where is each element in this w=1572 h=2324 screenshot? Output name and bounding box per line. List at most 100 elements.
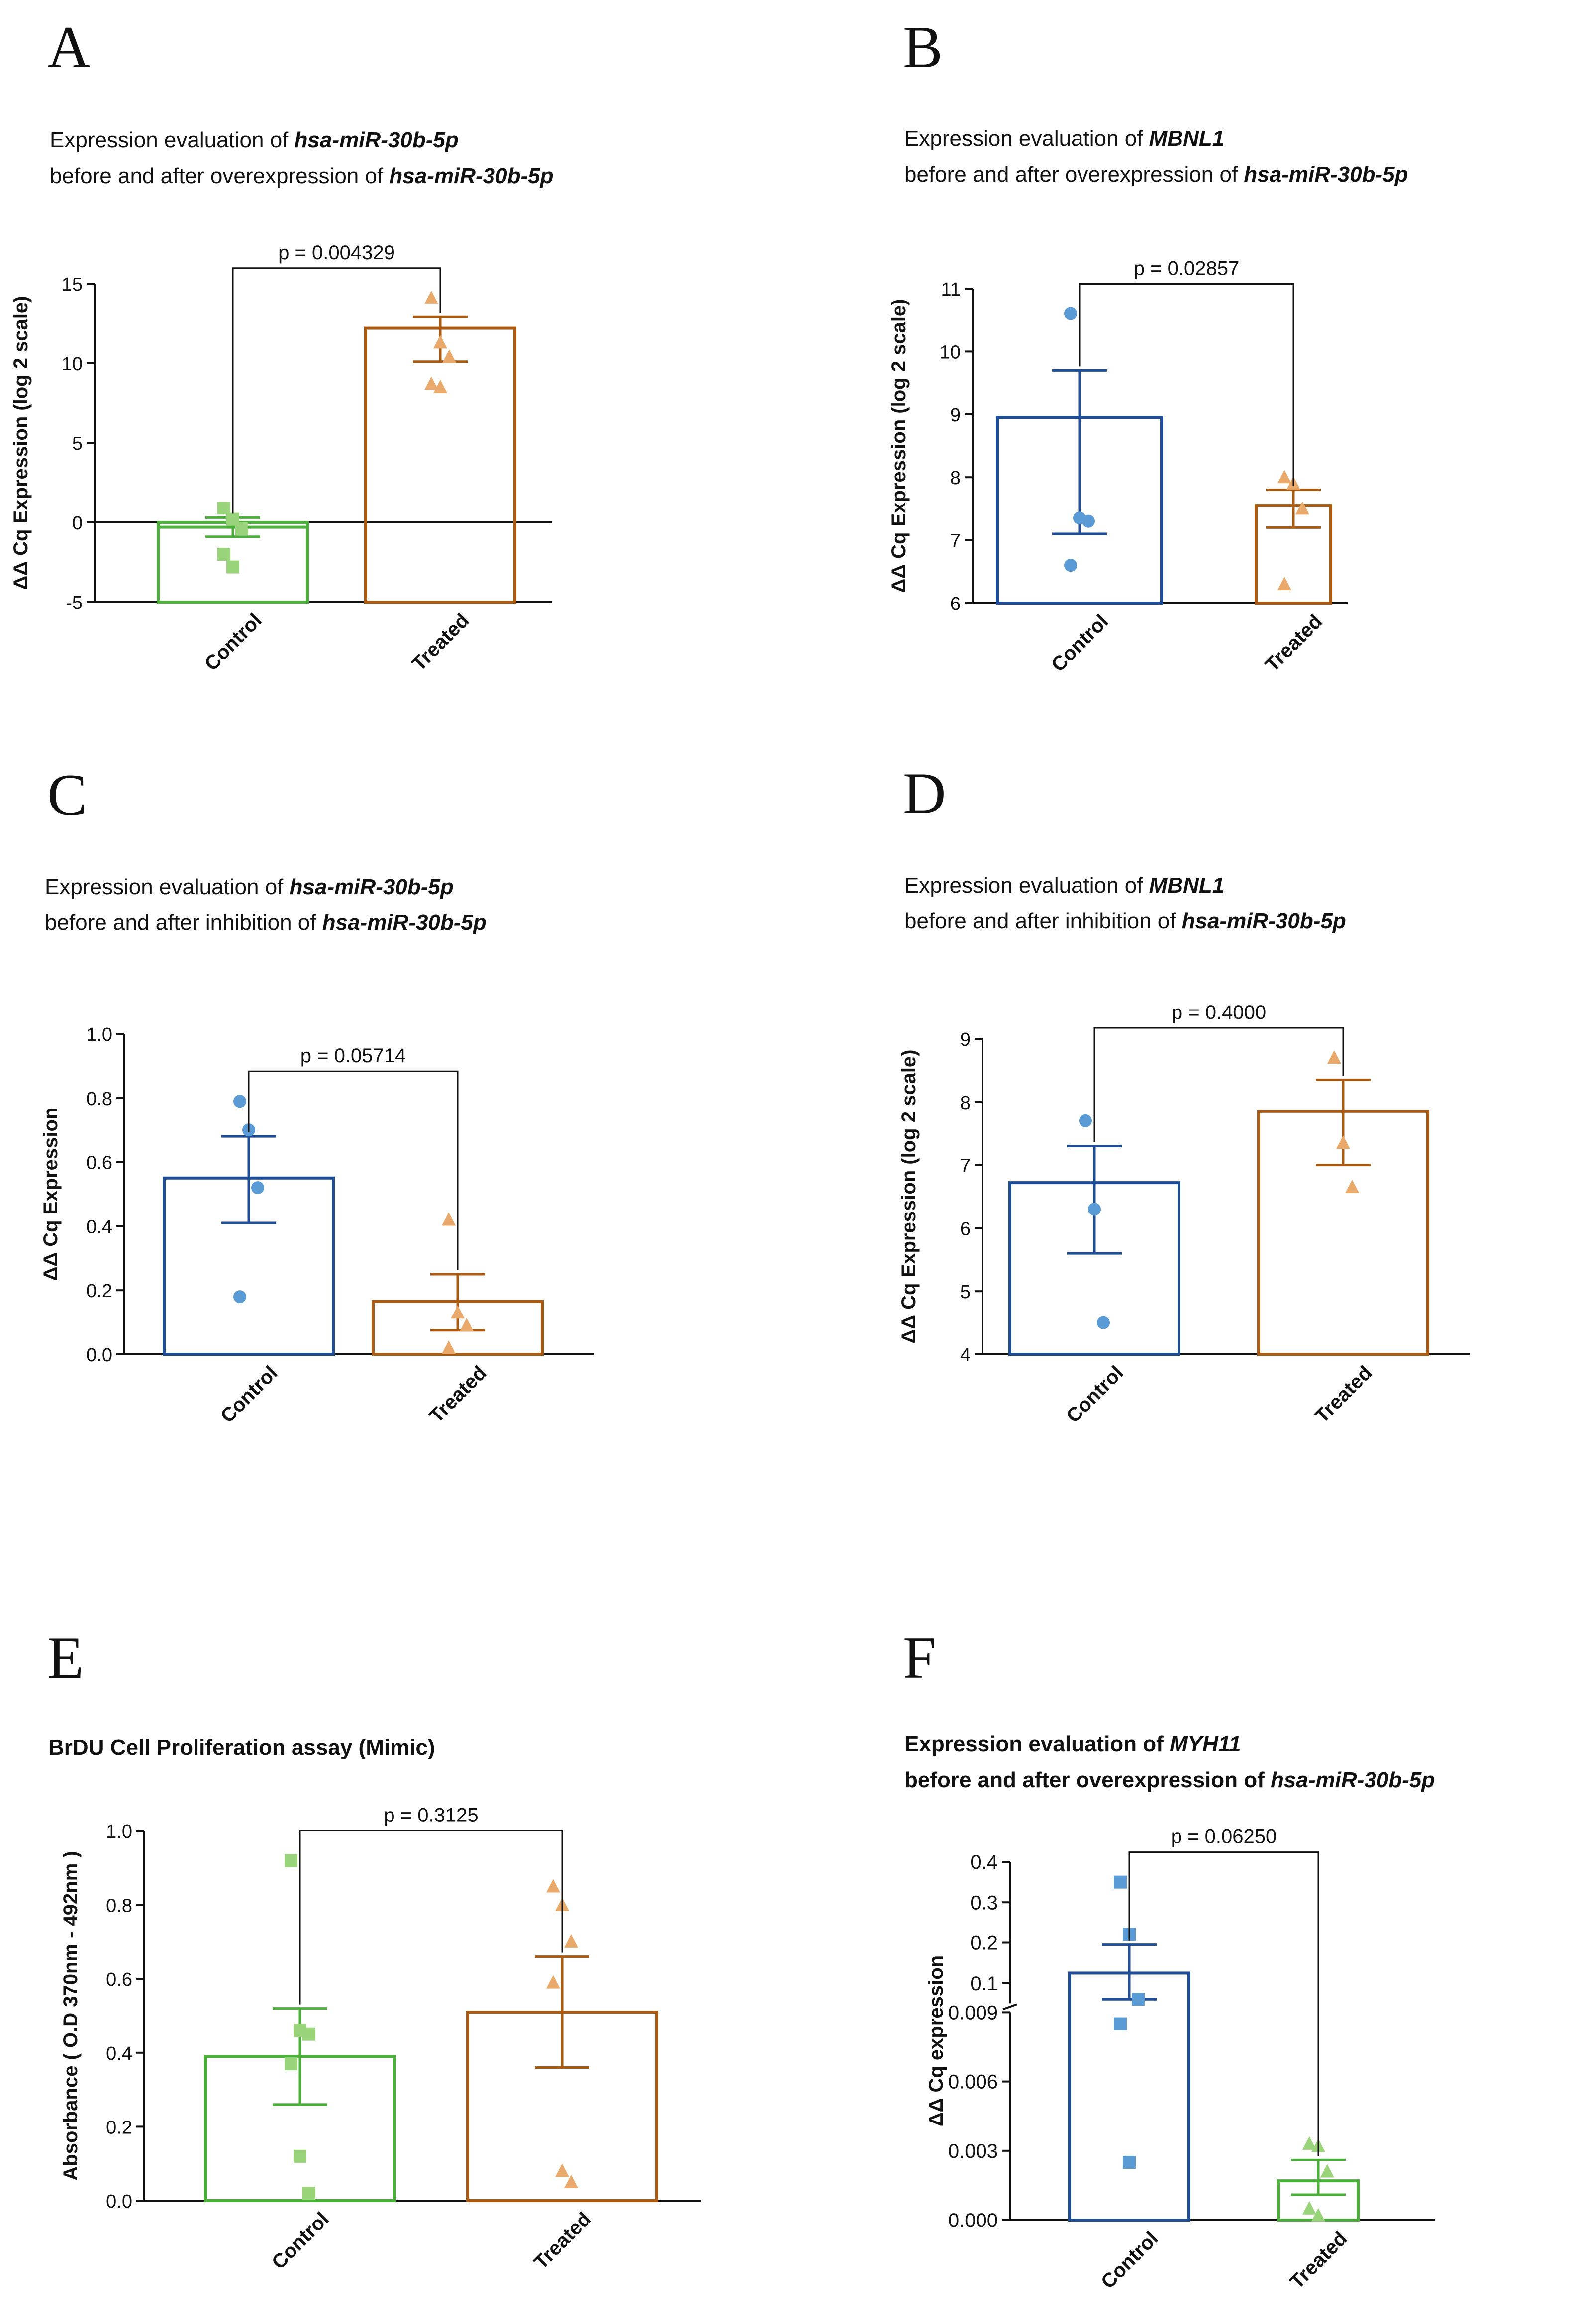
data-point-square (217, 502, 230, 515)
y-tick-label: 0.003 (948, 2140, 998, 2162)
y-axis-label: ΔΔ Cq Expression (log 2 scale) (888, 299, 910, 593)
y-tick-label: 0.009 (948, 2002, 998, 2023)
title-gene: hsa-miR-30b-5p (1271, 1768, 1435, 1792)
y-tick-label: 6 (960, 1218, 971, 1239)
chart-title-line: before and after inhibition of hsa-miR-3… (904, 909, 1346, 933)
data-point-circle (1064, 559, 1077, 572)
bar-treated (364, 326, 516, 604)
y-tick-label: 7 (950, 531, 961, 552)
data-point-triangle (1277, 470, 1291, 484)
y-tick-label: -5 (66, 593, 83, 613)
data-point-triangle (433, 380, 447, 393)
y-tick-label: 1.0 (106, 1821, 132, 1842)
title-text: Expression evaluation of (50, 128, 295, 152)
y-axis-label: ΔΔ Cq Expression (log 2 scale) (898, 1050, 920, 1344)
title-gene: hsa-miR-30b-5p (1244, 162, 1408, 187)
data-point-circle (1097, 1316, 1110, 1329)
data-point-triangle (564, 1934, 578, 1948)
data-point-triangle (424, 290, 438, 304)
data-point-triangle (1302, 2201, 1316, 2215)
chart-title-line: before and after overexpression of hsa-m… (904, 162, 1408, 187)
data-point-triangle (546, 1879, 560, 1893)
data-point-triangle (564, 2174, 578, 2188)
title-gene: hsa-miR-30b-5p (1182, 909, 1346, 933)
y-tick-label: 0.006 (948, 2071, 998, 2093)
y-tick-label: 11 (941, 279, 961, 300)
panel-letter: C (47, 762, 87, 828)
data-point-circle (233, 1095, 246, 1108)
significance-bracket (1079, 283, 1294, 486)
data-point-circle (1079, 1114, 1092, 1127)
y-tick-label: 0.3 (970, 1892, 998, 1914)
y-axis-label: ΔΔ Cq Expression (40, 1108, 62, 1281)
data-point-circle (251, 1181, 264, 1195)
p-value-label: p = 0.4000 (1172, 1002, 1266, 1023)
panel-letter: E (47, 1624, 84, 1691)
x-tick-label: Treated (408, 609, 474, 675)
y-axis-label: Absorbance ( O.D 370nm - 492nm ) (60, 1851, 82, 2180)
significance-bracket (232, 267, 441, 514)
title-gene: hsa-miR-30b-5p (290, 875, 454, 899)
y-tick-label: 9 (960, 1029, 971, 1050)
panel-letter: D (903, 760, 946, 826)
data-point-circle (1082, 514, 1095, 528)
panel-b: B Expression evaluation of MBNL1 before an… (888, 14, 1408, 676)
data-point-square (302, 2187, 315, 2200)
y-tick-label: 0 (72, 513, 83, 534)
significance-bracket (1093, 1027, 1344, 1142)
y-tick-label: 9 (950, 405, 961, 426)
y-tick-label: 6 (950, 594, 961, 614)
title-gene: MBNL1 (1149, 126, 1225, 151)
title-text: before and after inhibition of (45, 910, 322, 935)
panel-letter: F (903, 1624, 936, 1691)
chart-title-line: Expression evaluation of MBNL1 (904, 873, 1224, 898)
data-point-triangle (1295, 501, 1309, 515)
data-point-square (1114, 1875, 1127, 1889)
x-tick-label: Treated (1286, 2227, 1352, 2293)
panel-letter: B (903, 14, 943, 80)
x-tick-label: Treated (1311, 1362, 1376, 1427)
title-text: before and after overexpression of (50, 164, 389, 188)
data-point-square (294, 2149, 306, 2163)
y-tick-label: 8 (950, 468, 961, 489)
y-tick-label: 0.4 (86, 1216, 112, 1237)
data-point-triangle (460, 1318, 474, 1332)
x-tick-label: Control (216, 1362, 282, 1427)
data-point-triangle (1327, 1050, 1341, 1064)
title-text: before and after inhibition of (904, 909, 1182, 933)
y-tick-label: 0.0 (86, 1345, 112, 1366)
y-tick-label: 0.2 (106, 2117, 132, 2138)
y-axis-label: ΔΔ Cq Expression (log 2 scale) (10, 296, 32, 590)
data-point-square (285, 2057, 297, 2071)
y-tick-label: 5 (72, 433, 83, 454)
title-text: Expression evaluation of (45, 875, 290, 899)
p-value-label: p = 0.06250 (1171, 1826, 1277, 1848)
title-text: BrDU Cell Proliferation assay (Mimic) (48, 1735, 435, 1760)
title-gene: MBNL1 (1149, 873, 1225, 898)
y-tick-label: 0.6 (86, 1153, 112, 1174)
data-point-triangle (1302, 2136, 1316, 2150)
y-tick-label: 0.2 (86, 1281, 112, 1302)
chart-title-line: Expression evaluation of hsa-miR-30b-5p (50, 128, 459, 152)
x-tick-label: Treated (1261, 610, 1327, 676)
y-tick-label: 8 (960, 1093, 971, 1113)
chart-title-line: Expression evaluation of hsa-miR-30b-5p (45, 875, 454, 899)
chart-title-line: before and after inhibition of hsa-miR-3… (45, 910, 487, 935)
y-tick-label: 0.8 (106, 1896, 132, 1917)
panel-letter: A (47, 14, 91, 80)
data-point-square (217, 548, 230, 561)
title-gene: hsa-miR-30b-5p (389, 164, 553, 188)
panel-c: C Expression evaluation of hsa-miR-30b-5p… (40, 762, 594, 1427)
title-gene: hsa-miR-30b-5p (295, 128, 459, 152)
significance-bracket (299, 1829, 563, 2005)
y-tick-label: 0.1 (970, 1973, 998, 1995)
y-tick-label: 5 (960, 1282, 971, 1303)
panel-e: E BrDU Cell Proliferation assay (Mimic) 0.… (47, 1624, 701, 2274)
title-text: Expression evaluation of (904, 873, 1149, 898)
x-tick-label: Control (200, 609, 266, 675)
y-tick-label: 1.0 (86, 1024, 112, 1045)
y-tick-label: 15 (62, 274, 83, 295)
data-point-circle (1064, 307, 1077, 320)
panel-f: F Expression evaluation of MYH11 before an… (903, 1624, 1435, 2293)
